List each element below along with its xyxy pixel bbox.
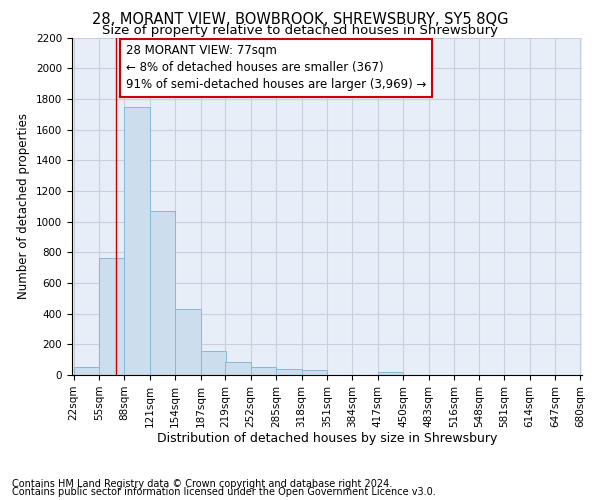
Text: Contains HM Land Registry data © Crown copyright and database right 2024.: Contains HM Land Registry data © Crown c… xyxy=(12,479,392,489)
Bar xyxy=(200,351,226,375)
Bar xyxy=(124,106,150,375)
Bar xyxy=(302,370,327,375)
X-axis label: Distribution of detached houses by size in Shrewsbury: Distribution of detached houses by size … xyxy=(157,432,497,446)
Y-axis label: Number of detached properties: Number of detached properties xyxy=(17,114,31,299)
Text: 28, MORANT VIEW, BOWBROOK, SHREWSBURY, SY5 8QG: 28, MORANT VIEW, BOWBROOK, SHREWSBURY, S… xyxy=(92,12,508,28)
Text: Size of property relative to detached houses in Shrewsbury: Size of property relative to detached ho… xyxy=(102,24,498,37)
Bar xyxy=(226,362,251,375)
Bar xyxy=(150,211,175,375)
Text: 28 MORANT VIEW: 77sqm
← 8% of detached houses are smaller (367)
91% of semi-deta: 28 MORANT VIEW: 77sqm ← 8% of detached h… xyxy=(126,44,427,92)
Bar xyxy=(378,372,403,375)
Text: Contains public sector information licensed under the Open Government Licence v3: Contains public sector information licen… xyxy=(12,487,436,497)
Bar xyxy=(251,368,276,375)
Bar xyxy=(99,258,124,375)
Bar xyxy=(74,366,99,375)
Bar xyxy=(175,309,200,375)
Bar xyxy=(276,369,302,375)
